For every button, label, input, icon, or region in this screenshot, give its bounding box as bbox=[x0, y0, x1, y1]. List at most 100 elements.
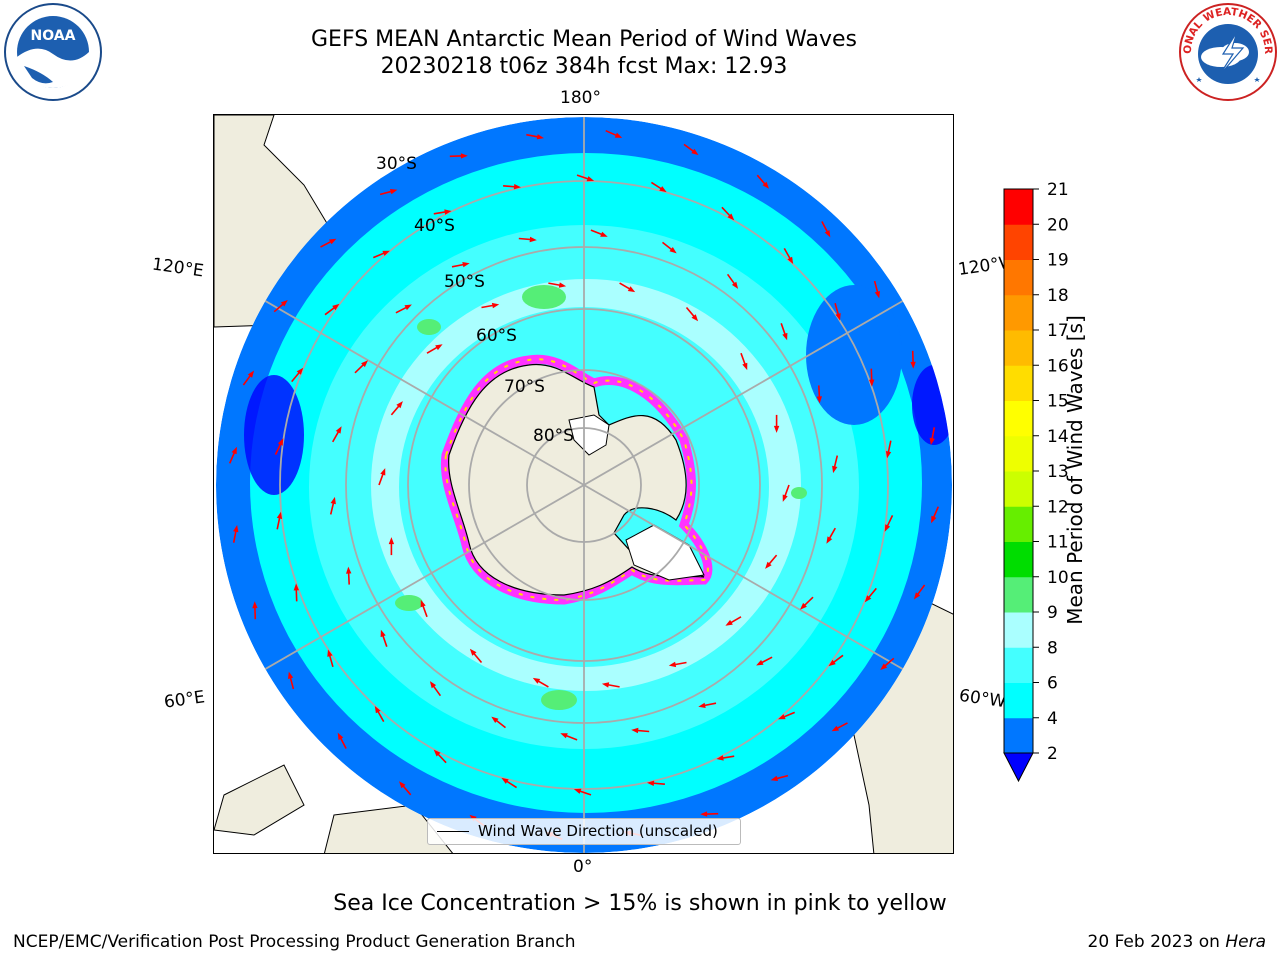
colorbar-tick-label: 4 bbox=[1047, 709, 1058, 729]
colorbar-tick-label: 14 bbox=[1047, 427, 1069, 447]
colorbar-band bbox=[1004, 576, 1033, 613]
wind-wave-arrow-head bbox=[716, 755, 724, 761]
wind-wave-arrow-head bbox=[382, 250, 390, 256]
noaa-logo-text: NOAA bbox=[31, 28, 76, 44]
lat-label-30s: 30°S bbox=[376, 154, 417, 174]
wind-wave-arrow-head bbox=[296, 367, 304, 375]
wind-wave-arrow-head bbox=[727, 213, 735, 221]
colorbar-tick-label: 16 bbox=[1047, 356, 1069, 376]
wind-wave-arrow-head bbox=[388, 537, 395, 545]
ocean-patch-blue bbox=[806, 285, 902, 425]
wind-wave-arrow-head bbox=[429, 681, 437, 689]
colorbar-ticks: 2 4 6 8 9 10 11 12 13 14 15 16 17 18 19 20 21 bbox=[1033, 180, 1069, 764]
wind-wave-arrow-head bbox=[460, 153, 468, 159]
wind-wave-arrow-head bbox=[600, 231, 608, 237]
colorbar-band bbox=[1004, 435, 1033, 472]
wind-wave-arrow-head bbox=[335, 426, 342, 434]
polar-map: 30°S 40°S 50°S 60°S 70°S 80°S bbox=[213, 114, 954, 854]
colorbar-tick-label: 10 bbox=[1047, 568, 1069, 588]
wind-wave-arrow-head bbox=[725, 619, 733, 626]
sea-ice-rim-high bbox=[444, 358, 709, 602]
colorbar-tick-label: 12 bbox=[1047, 497, 1069, 517]
wind-wave-arrow-head bbox=[501, 777, 509, 784]
wind-wave-arrow-head bbox=[277, 438, 284, 446]
wind-wave-arrow-head bbox=[835, 313, 841, 321]
map-legend: Wind Wave Direction (unscaled) bbox=[427, 818, 741, 845]
wind-wave-arrow-head bbox=[816, 396, 822, 404]
wind-wave-arrow-head bbox=[469, 648, 477, 656]
nws-logo: NATIONAL WEATHER SERVICE bbox=[1177, 2, 1277, 101]
wind-wave-arrow-head bbox=[631, 727, 639, 734]
wind-wave-arrow-head bbox=[361, 360, 368, 368]
colorbar-tick-label: 15 bbox=[1047, 392, 1069, 412]
lat-label-40s: 40°S bbox=[414, 216, 455, 236]
chart-title: GEFS MEAN Antarctic Mean Period of Wind … bbox=[311, 27, 857, 52]
colorbar-tick-label: 17 bbox=[1047, 321, 1069, 341]
wind-wave-arrow-head bbox=[742, 362, 748, 371]
colorbar-band bbox=[1004, 612, 1033, 648]
wind-wave-arrow-head bbox=[910, 361, 916, 369]
lon-label-60e: 60°E bbox=[162, 687, 207, 713]
wind-wave-arrow-head bbox=[691, 314, 699, 322]
colorbar-band bbox=[1004, 541, 1033, 578]
wind-wave-arrow-head bbox=[280, 300, 288, 307]
colorbar-tick-label: 21 bbox=[1047, 180, 1069, 200]
wind-wave-arrow-head bbox=[731, 281, 739, 289]
footer-right: 20 Feb 2023 on Hera bbox=[1088, 932, 1266, 952]
ocean-patch-blue bbox=[244, 375, 304, 495]
lon-label-120e: 120°E bbox=[150, 254, 205, 282]
lat-label-50s: 50°S bbox=[444, 272, 485, 292]
wind-wave-arrow-head bbox=[529, 236, 537, 243]
wind-wave-arrow-head bbox=[462, 262, 470, 268]
colorbar-tick-label: 8 bbox=[1047, 638, 1058, 658]
wind-wave-arrow-head bbox=[762, 181, 769, 189]
colorbar-band bbox=[1004, 189, 1033, 225]
wind-wave-arrow-head bbox=[831, 725, 839, 732]
wind-wave-arrows bbox=[228, 129, 940, 841]
ocean-patch-green bbox=[541, 690, 577, 710]
colorbar-tick-label: 9 bbox=[1047, 603, 1058, 623]
wind-wave-arrow-head bbox=[396, 401, 403, 409]
lat-label-60s: 60°S bbox=[476, 326, 517, 346]
wind-wave-arrow-head bbox=[513, 184, 521, 190]
wind-wave-arrow-head bbox=[782, 332, 788, 341]
lon-label-180: 180° bbox=[560, 88, 601, 108]
wind-wave-arrow-head bbox=[374, 706, 381, 714]
ocean-patch-green bbox=[791, 487, 807, 499]
wind-wave-arrow-head bbox=[247, 370, 255, 378]
footer-left: NCEP/EMC/Verification Post Processing Pr… bbox=[13, 932, 576, 952]
wind-wave-arrow-head bbox=[698, 702, 706, 708]
wind-wave-arrow-head bbox=[880, 663, 888, 670]
noaa-logo: NOAA bbox=[4, 3, 102, 101]
colorbar-band bbox=[1004, 647, 1033, 683]
ross-ice-shelf bbox=[568, 414, 610, 456]
wind-wave-arrow-head bbox=[874, 291, 880, 299]
wind-wave-arrow-head bbox=[869, 379, 875, 387]
wind-wave-arrow-head bbox=[627, 286, 636, 293]
wind-wave-arrow-head bbox=[233, 525, 239, 533]
colorbar-tick-label: 11 bbox=[1047, 533, 1069, 553]
wind-wave-arrow-head bbox=[329, 238, 337, 245]
wind-wave-arrow-head bbox=[404, 304, 412, 311]
wind-wave-arrow-head bbox=[691, 148, 699, 156]
wind-wave-arrow-head bbox=[433, 749, 441, 757]
wind-wave-arrow-head bbox=[913, 592, 921, 600]
wind-wave-arrow-head bbox=[828, 659, 836, 667]
colorbar-band bbox=[1004, 224, 1033, 260]
colorbar-band bbox=[1004, 400, 1033, 437]
colorbar-band bbox=[1004, 259, 1033, 296]
wind-wave-arrow-head bbox=[700, 811, 708, 817]
colorbar-tick-label: 2 bbox=[1047, 744, 1058, 764]
ocean-patch-green bbox=[522, 285, 566, 309]
wind-wave-arrow-head bbox=[885, 451, 892, 459]
wind-wave-arrow-head bbox=[435, 344, 443, 351]
footer-date: 20 Feb 2023 on bbox=[1087, 932, 1226, 952]
colorbar-tick-label: 13 bbox=[1047, 462, 1069, 482]
wind-wave-arrow-head bbox=[800, 602, 807, 610]
wind-wave-arrow-head bbox=[444, 209, 452, 215]
colorbar-tick-label: 6 bbox=[1047, 674, 1058, 694]
wind-wave-arrow-head bbox=[536, 134, 544, 140]
ocean-patch-green bbox=[417, 319, 441, 335]
wind-wave-arrow-head bbox=[832, 465, 838, 474]
footer-host: Hera bbox=[1225, 932, 1266, 952]
